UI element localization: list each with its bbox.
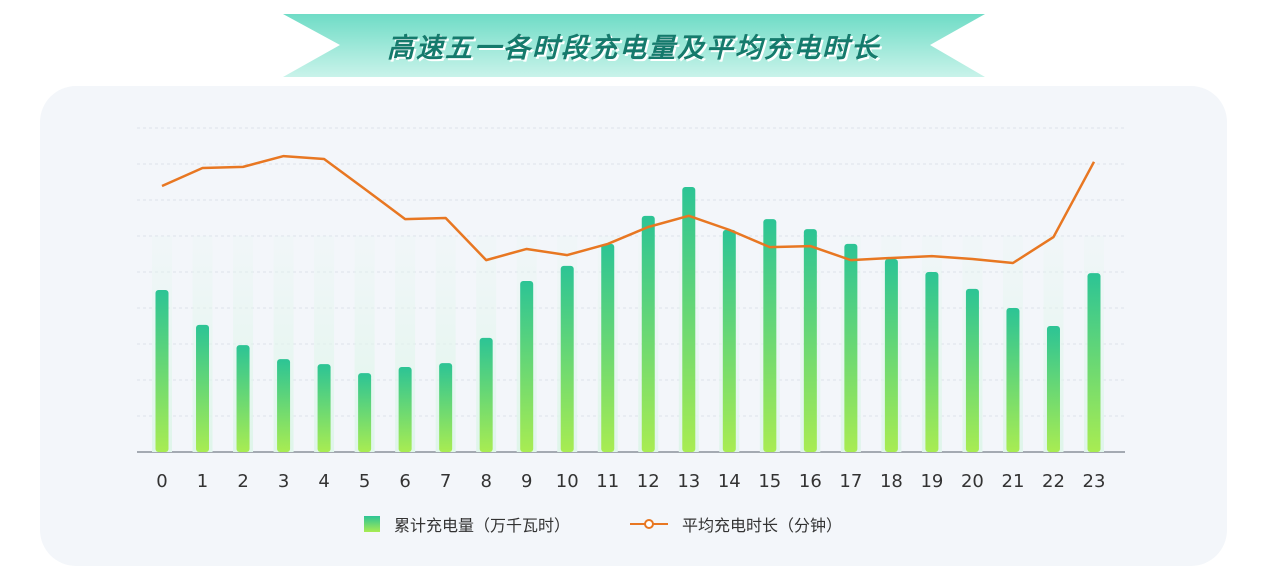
x-tick-label: 23 — [1083, 471, 1106, 492]
bar-15 — [763, 219, 777, 452]
bar-1 — [196, 324, 210, 452]
bar-12 — [641, 215, 655, 452]
legend-item-bar[interactable]: 累计充电量（万千瓦时） — [364, 512, 570, 536]
x-tick-label: 1 — [197, 471, 208, 492]
x-tick-label: 8 — [480, 471, 491, 492]
bar-19 — [925, 272, 939, 452]
bar-2 — [236, 345, 250, 452]
x-tick-label: 9 — [521, 471, 532, 492]
bar-11 — [601, 243, 615, 452]
x-tick-label: 18 — [880, 471, 903, 492]
bar-4 — [317, 364, 331, 452]
x-tick-label: 21 — [1002, 471, 1025, 492]
bar-7 — [439, 363, 453, 452]
x-tick-label: 5 — [359, 471, 370, 492]
x-tick-label: 20 — [961, 471, 984, 492]
legend-bar-swatch-icon — [364, 516, 380, 532]
x-tick-label: 19 — [920, 471, 943, 492]
bar-6 — [398, 367, 412, 452]
bar-21 — [1006, 308, 1020, 452]
bar-23 — [1087, 273, 1101, 452]
bar-14 — [722, 229, 736, 452]
bar-10 — [560, 265, 574, 452]
x-tick-label: 13 — [677, 471, 700, 492]
line-avg-duration — [161, 154, 1096, 265]
bar-5 — [358, 373, 372, 452]
bar-18 — [884, 259, 898, 452]
bar-9 — [520, 281, 534, 452]
x-tick-label: 3 — [278, 471, 289, 492]
bar-16 — [803, 229, 817, 452]
bar-17 — [844, 243, 858, 452]
title-banner — [283, 14, 985, 77]
chart-title: 高速五一各时段充电量及平均充电时长 — [387, 33, 880, 64]
legend-line-icon — [630, 519, 668, 529]
x-tick-label: 10 — [556, 471, 579, 492]
x-tick-label: 14 — [718, 471, 741, 492]
x-tick-label: 4 — [318, 471, 329, 492]
x-tick-label: 7 — [440, 471, 451, 492]
legend-line-label: 平均充电时长（分钟） — [682, 516, 843, 535]
x-tick-label: 11 — [596, 471, 619, 492]
legend-item-line[interactable]: 平均充电时长（分钟） — [630, 512, 842, 536]
bar-0 — [155, 290, 169, 452]
x-tick-label: 15 — [758, 471, 781, 492]
x-tick-label: 6 — [399, 471, 410, 492]
x-tick-label: 0 — [156, 471, 167, 492]
x-tick-label: 17 — [839, 471, 862, 492]
bar-3 — [277, 359, 291, 452]
x-tick-label: 22 — [1042, 471, 1065, 492]
x-tick-label: 12 — [637, 471, 660, 492]
bar-20 — [965, 288, 979, 452]
x-tick-label: 2 — [237, 471, 248, 492]
legend-bar-label: 累计充电量（万千瓦时） — [394, 516, 571, 535]
bar-8 — [479, 337, 493, 452]
x-tick-label: 16 — [799, 471, 822, 492]
bar-22 — [1046, 326, 1060, 452]
bar-13 — [682, 187, 696, 453]
